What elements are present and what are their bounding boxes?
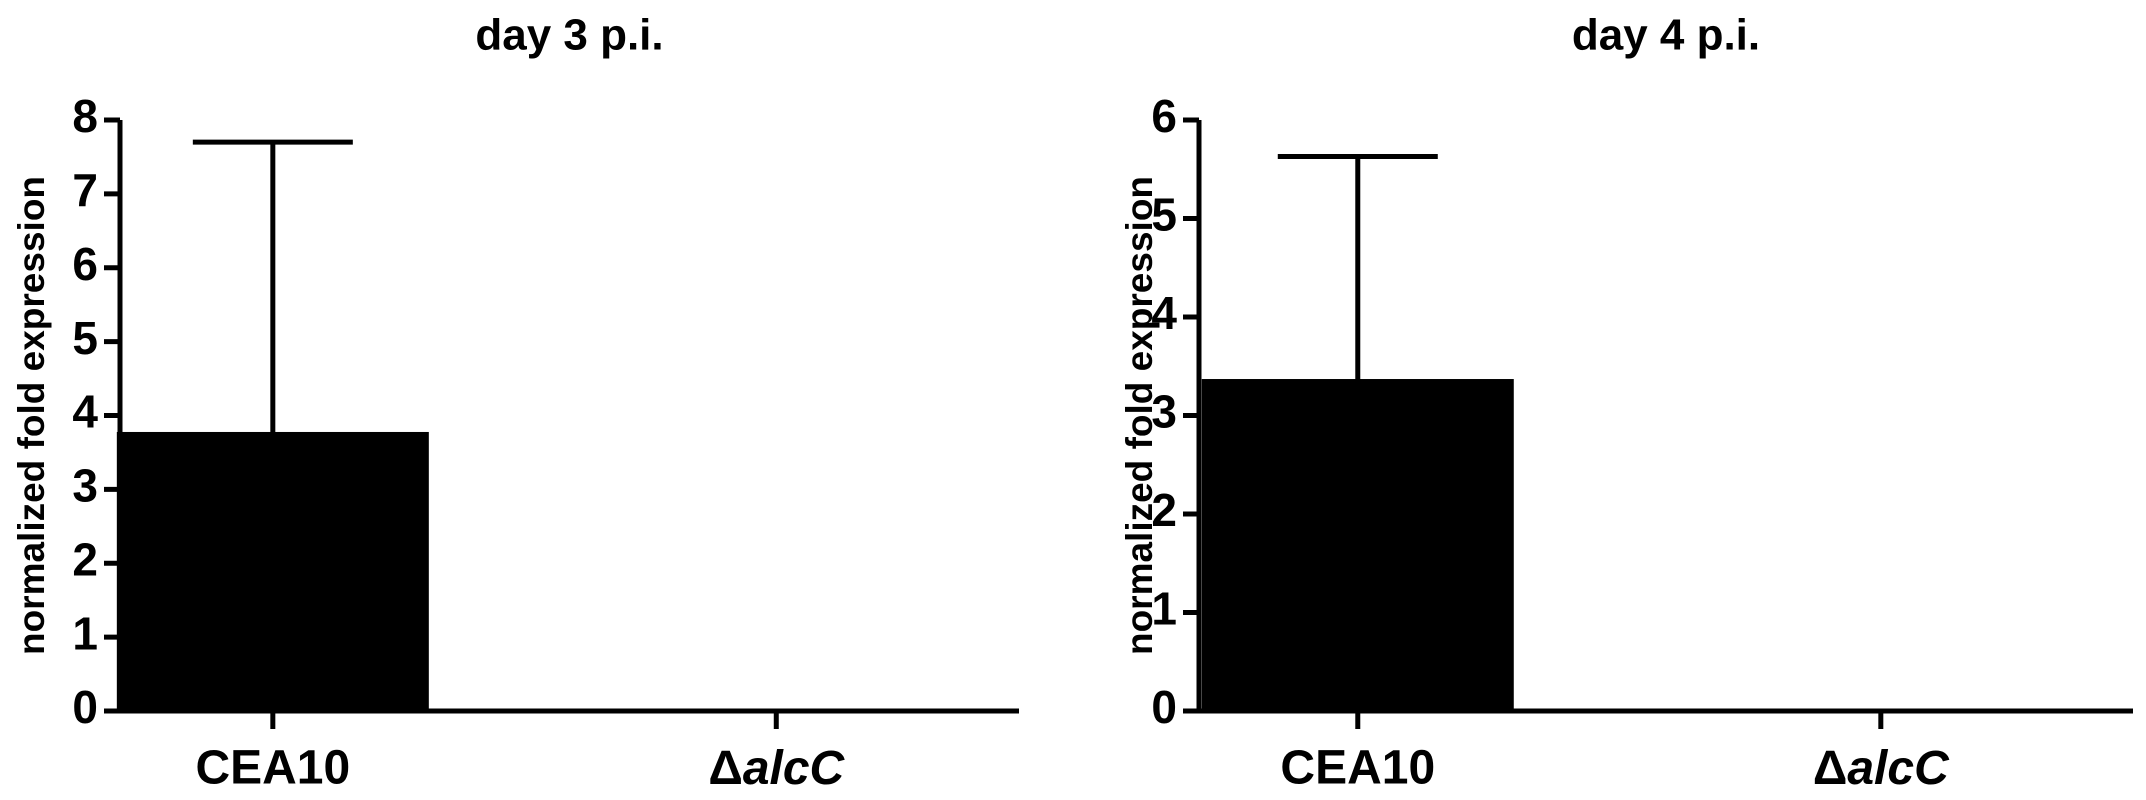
y-axis-label: normalized fold expression (1119, 176, 1160, 655)
x-tick-label: ΔalcC (708, 742, 845, 795)
y-tick-label: 3 (72, 460, 98, 512)
y-tick-label: 1 (1151, 583, 1177, 635)
y-tick-label: 6 (1151, 90, 1177, 142)
bar (1201, 379, 1514, 713)
y-tick-label: 5 (72, 312, 98, 364)
y-tick-label: 2 (72, 533, 98, 585)
y-tick-label: 4 (72, 386, 98, 438)
y-axis-label: normalized fold expression (11, 176, 52, 655)
y-tick-label: 6 (72, 238, 98, 290)
x-tick-label: CEA10 (1280, 742, 1435, 795)
chart-title: day 4 p.i. (1572, 11, 1760, 60)
y-tick-label: 5 (1151, 189, 1177, 241)
y-tick-label: 0 (1151, 681, 1177, 733)
bar (116, 431, 429, 713)
y-tick-label: 7 (72, 164, 98, 216)
chart-title: day 3 p.i. (475, 11, 663, 60)
y-tick-label: 2 (1151, 484, 1177, 536)
y-tick-label: 8 (72, 90, 98, 142)
x-tick-label: ΔalcC (1813, 742, 1950, 795)
x-tick-label: CEA10 (195, 742, 350, 795)
y-tick-label: 0 (72, 681, 98, 733)
y-tick-label: 1 (72, 607, 98, 659)
y-tick-label: 3 (1151, 386, 1177, 438)
y-tick-label: 4 (1151, 287, 1177, 339)
